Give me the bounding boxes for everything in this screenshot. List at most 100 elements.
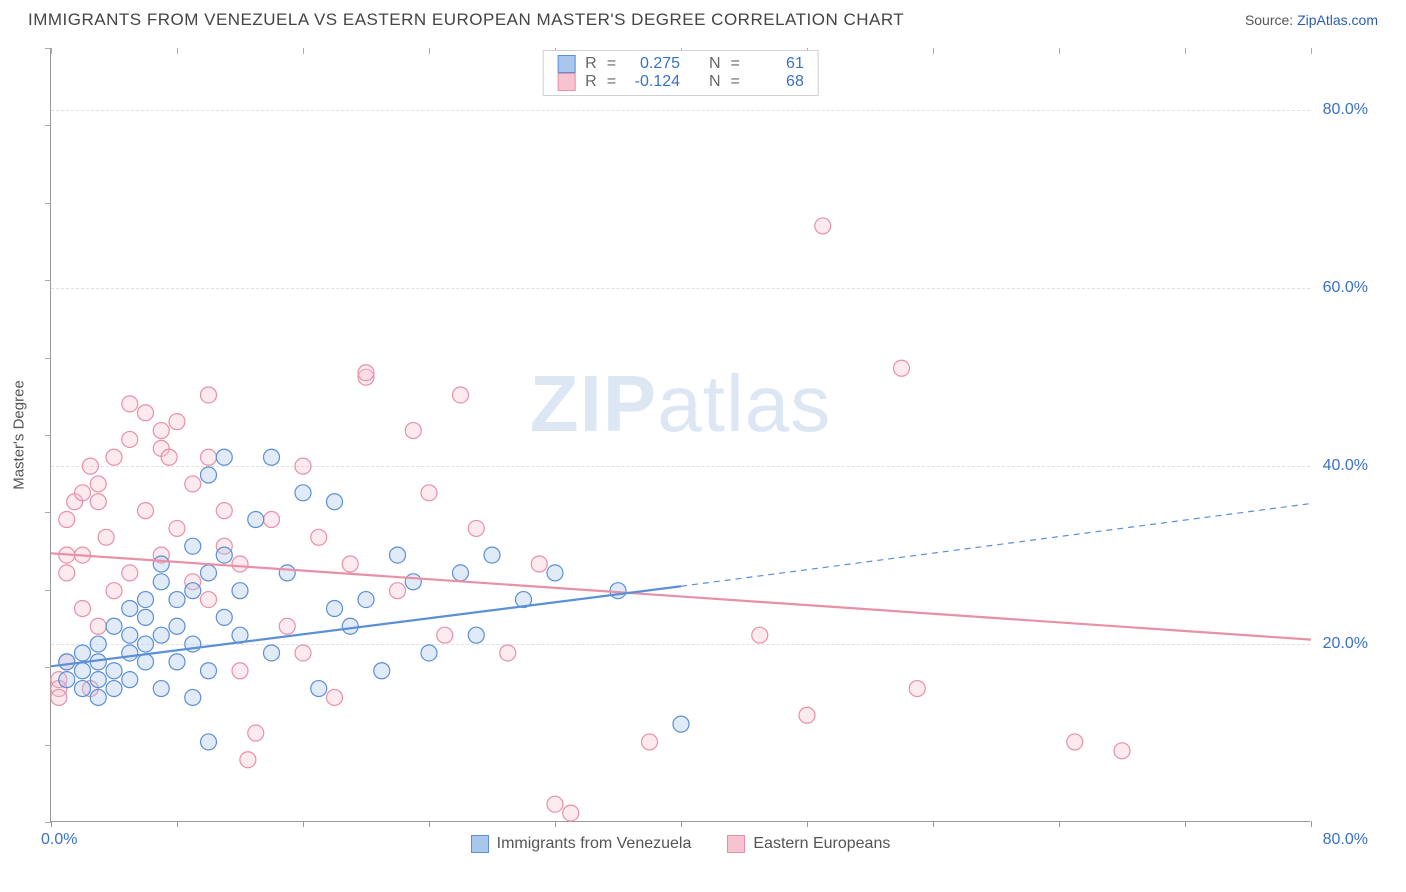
data-point-venezuela	[122, 672, 138, 688]
data-point-venezuela	[75, 681, 91, 697]
data-point-eastern_european	[390, 583, 406, 599]
data-point-eastern_european	[201, 449, 217, 465]
y-tick-label: 80.0%	[1323, 101, 1368, 119]
data-point-venezuela	[75, 645, 91, 661]
data-point-eastern_european	[264, 512, 280, 528]
data-point-eastern_european	[75, 600, 91, 616]
data-point-eastern_european	[98, 529, 114, 545]
data-point-venezuela	[327, 494, 343, 510]
data-point-venezuela	[153, 681, 169, 697]
data-point-eastern_european	[51, 689, 67, 705]
data-point-venezuela	[90, 636, 106, 652]
data-point-venezuela	[59, 654, 75, 670]
data-point-venezuela	[216, 449, 232, 465]
data-point-eastern_european	[468, 520, 484, 536]
data-point-eastern_european	[342, 556, 358, 572]
data-point-eastern_european	[358, 365, 374, 381]
x-tick-mark	[177, 821, 178, 827]
data-point-eastern_european	[311, 529, 327, 545]
data-point-venezuela	[216, 547, 232, 563]
data-point-eastern_european	[894, 360, 910, 376]
data-point-venezuela	[484, 547, 500, 563]
swatch-venezuela	[557, 55, 575, 73]
data-point-eastern_european	[122, 565, 138, 581]
data-point-venezuela	[421, 645, 437, 661]
data-point-eastern_european	[642, 734, 658, 750]
data-point-eastern_european	[122, 431, 138, 447]
data-point-eastern_european	[138, 405, 154, 421]
x-tick-mark	[1059, 821, 1060, 827]
data-point-venezuela	[122, 600, 138, 616]
data-point-venezuela	[264, 645, 280, 661]
y-tick-mark	[45, 822, 51, 823]
data-point-eastern_european	[531, 556, 547, 572]
legend-label-eastern-european: Eastern Europeans	[753, 835, 890, 853]
r-value-venezuela: 0.275	[626, 55, 680, 73]
data-point-eastern_european	[90, 476, 106, 492]
legend-item-venezuela: Immigrants from Venezuela	[471, 835, 692, 853]
y-tick-label: 60.0%	[1323, 279, 1368, 297]
data-point-venezuela	[138, 592, 154, 608]
data-point-eastern_european	[405, 423, 421, 439]
data-point-eastern_european	[421, 485, 437, 501]
data-point-eastern_european	[75, 485, 91, 501]
data-point-eastern_european	[216, 503, 232, 519]
legend-label-venezuela: Immigrants from Venezuela	[497, 835, 692, 853]
data-point-venezuela	[248, 512, 264, 528]
data-point-venezuela	[90, 689, 106, 705]
data-point-venezuela	[216, 609, 232, 625]
data-point-eastern_european	[106, 449, 122, 465]
x-axis-max-label: 80.0%	[1323, 831, 1368, 849]
data-point-eastern_european	[1114, 743, 1130, 759]
n-value-venezuela: 61	[750, 55, 804, 73]
x-tick-mark	[807, 821, 808, 827]
data-point-eastern_european	[752, 627, 768, 643]
data-point-eastern_european	[90, 618, 106, 634]
data-point-eastern_european	[201, 592, 217, 608]
x-tick-mark	[555, 821, 556, 827]
x-tick-mark	[933, 821, 934, 827]
r-value-eastern-european: -0.124	[626, 73, 680, 91]
data-point-venezuela	[185, 538, 201, 554]
x-tick-mark	[1185, 821, 1186, 827]
data-point-venezuela	[185, 689, 201, 705]
data-point-eastern_european	[161, 449, 177, 465]
data-point-eastern_european	[59, 565, 75, 581]
x-tick-mark	[681, 821, 682, 827]
data-point-venezuela	[374, 663, 390, 679]
data-point-eastern_european	[240, 752, 256, 768]
data-point-eastern_european	[279, 618, 295, 634]
x-tick-mark-top	[1311, 48, 1312, 54]
data-point-eastern_european	[327, 689, 343, 705]
data-point-eastern_european	[59, 512, 75, 528]
data-point-venezuela	[138, 636, 154, 652]
data-point-venezuela	[547, 565, 563, 581]
data-point-eastern_european	[453, 387, 469, 403]
x-tick-mark	[51, 821, 52, 827]
swatch-eastern-european	[557, 73, 575, 91]
data-point-venezuela	[90, 672, 106, 688]
data-point-venezuela	[138, 654, 154, 670]
data-point-venezuela	[59, 672, 75, 688]
data-point-eastern_european	[82, 458, 98, 474]
data-point-eastern_european	[295, 645, 311, 661]
data-point-venezuela	[75, 663, 91, 679]
y-tick-label: 40.0%	[1323, 457, 1368, 475]
data-point-venezuela	[201, 663, 217, 679]
data-point-eastern_european	[563, 805, 579, 821]
data-point-venezuela	[327, 600, 343, 616]
data-point-venezuela	[106, 618, 122, 634]
data-point-venezuela	[138, 609, 154, 625]
data-point-eastern_european	[232, 663, 248, 679]
regression-line	[681, 504, 1311, 587]
chart-plot-area: Master's Degree ZIPatlas R= 0.275 N= 61 …	[50, 48, 1310, 822]
source-link[interactable]: ZipAtlas.com	[1297, 12, 1378, 28]
y-axis-label: Master's Degree	[11, 380, 28, 490]
data-point-eastern_european	[106, 583, 122, 599]
data-point-eastern_european	[169, 520, 185, 536]
data-point-venezuela	[673, 716, 689, 732]
data-point-venezuela	[201, 734, 217, 750]
data-point-venezuela	[232, 583, 248, 599]
data-point-venezuela	[358, 592, 374, 608]
data-point-venezuela	[264, 449, 280, 465]
